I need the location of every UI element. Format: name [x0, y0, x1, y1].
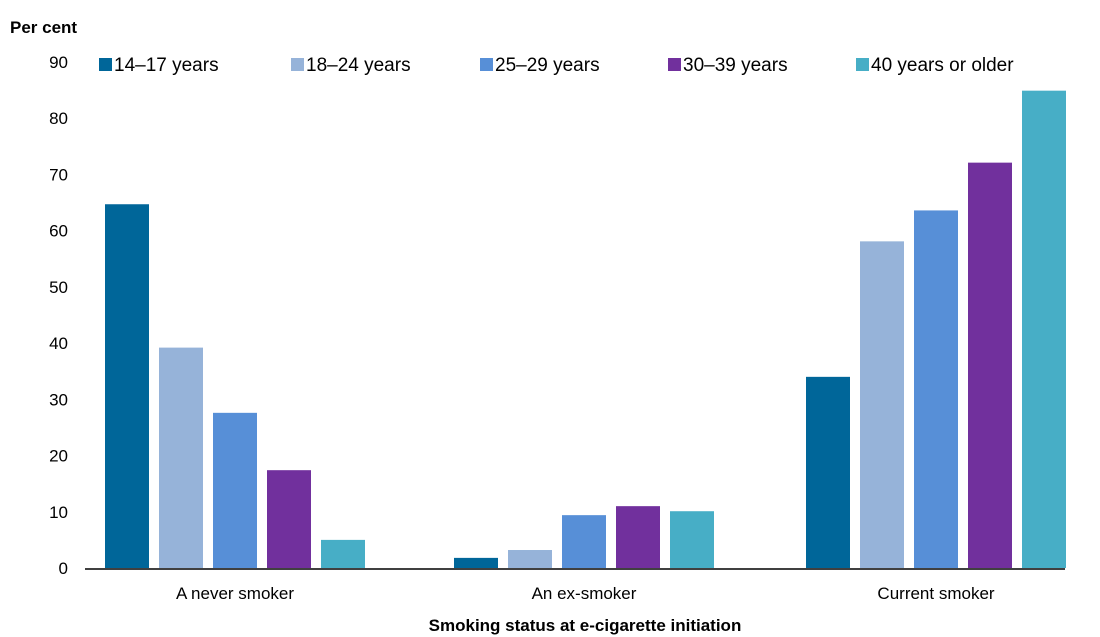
- legend-swatch-18-24-years: [291, 58, 304, 71]
- bar-a-never-smoker-40-years-or-older: [321, 539, 365, 568]
- legend-label-25-29-years: 25–29 years: [495, 55, 600, 76]
- bar-an-ex-smoker-18-24-years: [508, 550, 552, 568]
- x-tick-label-current-smoker: Current smoker: [877, 584, 994, 603]
- y-tick-label-40: 40: [49, 334, 68, 353]
- x-axis-label: Smoking status at e-cigarette initiation: [429, 616, 742, 635]
- x-axis-tick-labels: A never smoker An ex-smoker Current smoker: [176, 584, 995, 603]
- bar-an-ex-smoker-14-17-years: [454, 557, 498, 568]
- y-tick-label-50: 50: [49, 278, 68, 297]
- bar-current-smoker-25-29-years: [914, 210, 958, 568]
- bar-current-smoker-18-24-years: [860, 241, 904, 569]
- bar-a-never-smoker-18-24-years: [159, 347, 203, 568]
- y-tick-label-0: 0: [59, 559, 68, 578]
- bars: [105, 90, 1066, 569]
- legend-swatch-14-17-years: [99, 58, 112, 71]
- legend-label-14-17-years: 14–17 years: [114, 55, 219, 76]
- y-tick-label-80: 80: [49, 109, 68, 128]
- bar-current-smoker-30-39-years: [968, 162, 1012, 569]
- legend: 14–17 years 18–24 years 25–29 years 30–39 y…: [99, 55, 1014, 76]
- legend-label-30-39-years: 30–39 years: [683, 55, 788, 76]
- x-tick-label-an-ex-smoker: An ex-smoker: [532, 584, 637, 603]
- bar-current-smoker-40-years-or-older: [1022, 90, 1066, 568]
- x-tick-label-a-never-smoker: A never smoker: [176, 584, 294, 603]
- y-axis-label: Per cent: [10, 18, 77, 37]
- y-tick-label-20: 20: [49, 447, 68, 466]
- bar-a-never-smoker-25-29-years: [213, 412, 257, 568]
- y-tick-label-60: 60: [49, 222, 68, 241]
- y-tick-label-30: 30: [49, 390, 68, 409]
- y-tick-label-70: 70: [49, 165, 68, 184]
- legend-label-18-24-years: 18–24 years: [306, 55, 411, 76]
- legend-swatch-40-years-or-older: [856, 58, 869, 71]
- bar-current-smoker-14-17-years: [806, 376, 850, 568]
- y-tick-label-90: 90: [49, 53, 68, 72]
- y-tick-label-10: 10: [49, 503, 68, 522]
- legend-label-40-years-or-older: 40 years or older: [871, 55, 1014, 76]
- bar-an-ex-smoker-25-29-years: [562, 515, 606, 568]
- bar-a-never-smoker-30-39-years: [267, 470, 311, 568]
- legend-swatch-25-29-years: [480, 58, 493, 71]
- legend-swatch-30-39-years: [668, 58, 681, 71]
- y-axis-ticks: 0 10 20 30 40 50 60 70 80 90: [49, 53, 68, 578]
- bar-an-ex-smoker-30-39-years: [616, 506, 660, 568]
- bar-a-never-smoker-14-17-years: [105, 204, 149, 568]
- bar-an-ex-smoker-40-years-or-older: [670, 511, 714, 568]
